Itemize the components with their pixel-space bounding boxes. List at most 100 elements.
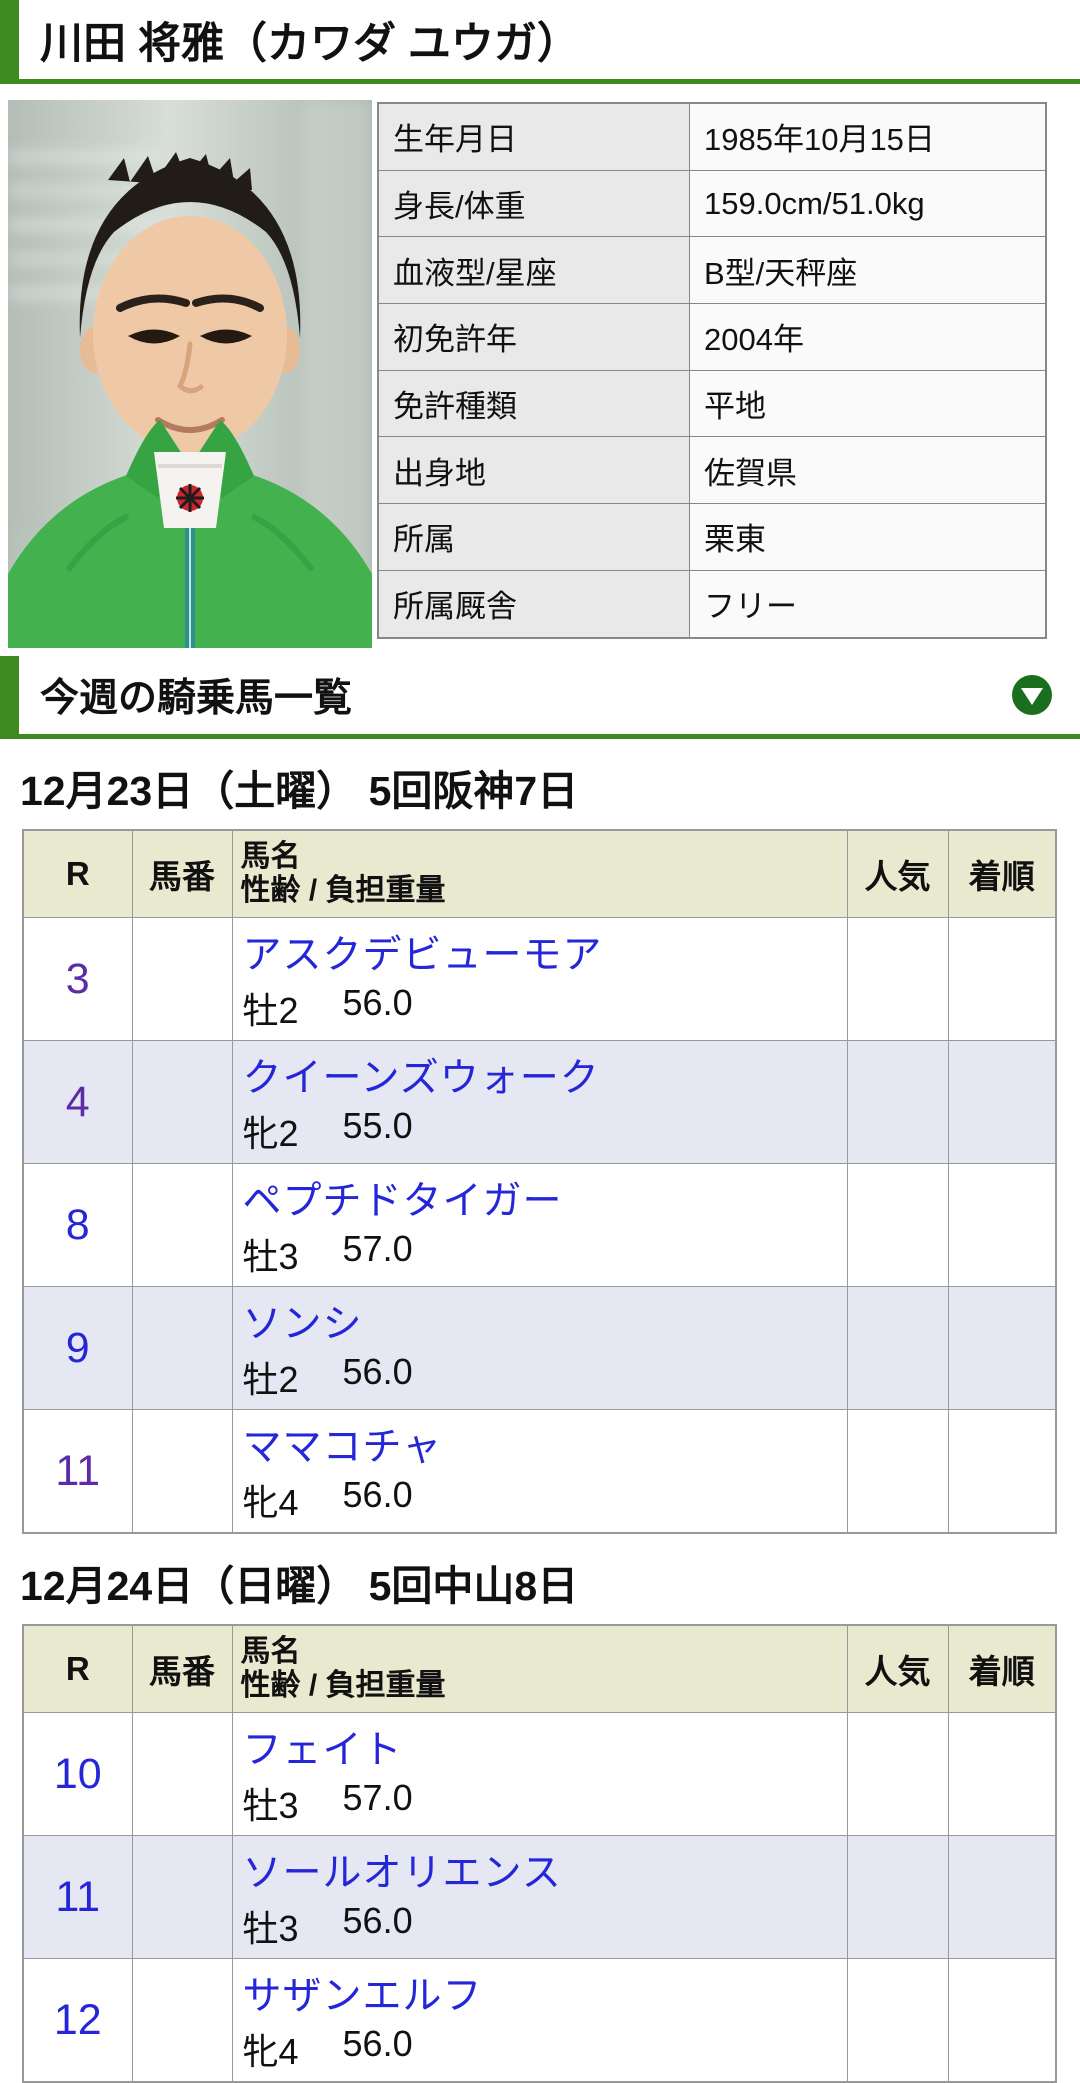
sex-age: 牡2 — [242, 990, 299, 1031]
carried-weight: 55.0 — [342, 1105, 413, 1146]
profile-label: 身長/体重 — [377, 169, 690, 238]
profile-row: 初免許年 2004年 — [377, 303, 1047, 371]
race-number-cell: 8 — [22, 1163, 133, 1287]
result-cell — [947, 1835, 1057, 1959]
popularity-cell — [846, 1286, 949, 1410]
race-table: R 馬番 馬名 性齢 / 負担重量 人気 着順 10 フェイト 牡3 57.0 11 ソールオリエンス… — [22, 1624, 1057, 2083]
race-number-link[interactable]: 11 — [55, 1446, 101, 1495]
horse-number-cell — [131, 1040, 233, 1164]
carried-weight: 56.0 — [342, 1900, 413, 1941]
race-number-cell: 9 — [22, 1286, 133, 1410]
sex-age: 牝2 — [242, 1113, 299, 1154]
race-table-header-row: R 馬番 馬名 性齢 / 負担重量 人気 着順 — [22, 1624, 1057, 1713]
profile-row: 血液型/星座 B型/天秤座 — [377, 236, 1047, 305]
column-header-popularity: 人気 — [846, 829, 949, 918]
profile-row: 生年月日 1985年10月15日 — [377, 102, 1047, 171]
profile-row: 免許種類 平地 — [377, 369, 1047, 438]
result-cell — [947, 1040, 1057, 1164]
column-header-horse-name: 馬名 性齢 / 負担重量 — [231, 829, 848, 918]
sex-age-weight: 牝2 55.0 — [243, 1105, 847, 1157]
horse-name-link[interactable]: クイーンズウォーク — [242, 1057, 600, 1100]
race-number-link[interactable]: 12 — [53, 1995, 102, 2044]
race-number-cell: 11 — [22, 1409, 133, 1534]
race-row: 11 ママコチャ 牝4 56.0 — [22, 1409, 1057, 1534]
popularity-cell — [846, 1712, 949, 1836]
race-row: 4 クイーンズウォーク 牝2 55.0 — [22, 1040, 1057, 1164]
race-number-link[interactable]: 4 — [65, 1077, 90, 1126]
sex-age: 牡3 — [242, 1908, 299, 1949]
profile-row: 所属厩舎 フリー — [377, 569, 1047, 639]
profile-label: 所属 — [377, 503, 690, 571]
column-header-horse-name-line2: 性齢 / 負担重量 — [240, 1669, 446, 1702]
race-row: 3 アスクデビューモア 牡2 56.0 — [22, 917, 1057, 1041]
carried-weight: 57.0 — [342, 1777, 413, 1818]
collapse-toggle-button[interactable] — [1012, 675, 1052, 715]
carried-weight: 56.0 — [342, 2023, 413, 2064]
race-number-link[interactable]: 8 — [65, 1200, 90, 1249]
horse-number-cell — [131, 1286, 233, 1410]
horse-name-link[interactable]: フェイト — [242, 1729, 403, 1772]
carried-weight: 56.0 — [342, 1351, 413, 1392]
horse-name-link[interactable]: アスクデビューモア — [242, 934, 603, 977]
sex-age-weight: 牡3 57.0 — [243, 1777, 847, 1829]
race-row: 11 ソールオリエンス 牡3 56.0 — [22, 1835, 1057, 1959]
profile-label: 血液型/星座 — [377, 236, 690, 305]
sex-age-weight: 牝4 56.0 — [243, 2023, 847, 2075]
horse-name-link[interactable]: ソールオリエンス — [242, 1852, 562, 1895]
horse-name-link[interactable]: ママコチャ — [242, 1426, 443, 1469]
section-header-weekly-mounts: 今週の騎乗馬一覧 — [0, 656, 1080, 739]
sex-age: 牡2 — [242, 1359, 299, 1400]
race-number-cell: 4 — [22, 1040, 133, 1164]
profile-value: 佐賀県 — [689, 436, 1047, 505]
profile-value: 159.0cm/51.0kg — [689, 169, 1047, 238]
profile-row: 所属 栗東 — [377, 503, 1047, 571]
race-number-link[interactable]: 9 — [65, 1323, 90, 1372]
collar-emblem — [176, 484, 204, 512]
profile-section: 生年月日 1985年10月15日 身長/体重 159.0cm/51.0kg 血液型/星座… — [8, 100, 1080, 648]
horse-number-cell — [131, 1163, 233, 1287]
date-title: 12月23日（土曜） 5回阪神7日 — [20, 768, 579, 814]
horse-name-link[interactable]: サザンエルフ — [242, 1975, 483, 2018]
column-header-race: R — [22, 829, 133, 918]
page-title: 川田 将雅（カワダ ユウガ） — [40, 19, 580, 68]
race-row: 8 ペプチドタイガー牡3 57.0 — [22, 1163, 1057, 1287]
race-table: R 馬番 馬名 性齢 / 負担重量 人気 着順 3 アスクデビューモア 牡2 56.0 4 クイーンズ… — [22, 829, 1057, 1534]
column-header-horse-name: 馬名 性齢 / 負担重量 — [231, 1624, 848, 1713]
profile-table-body: 生年月日 1985年10月15日 身長/体重 159.0cm/51.0kg 血液型/星座… — [377, 102, 1047, 639]
profile-row: 身長/体重 159.0cm/51.0kg — [377, 169, 1047, 238]
profile-row: 出身地 佐賀県 — [377, 436, 1047, 505]
horse-name-cell: ママコチャ 牝4 56.0 — [231, 1409, 848, 1534]
result-cell — [947, 1409, 1057, 1534]
sex-age-weight: 牡2 56.0 — [243, 1351, 847, 1403]
chevron-down-icon — [1021, 688, 1043, 705]
sex-age-weight: 牡3 57.0 — [243, 1228, 847, 1280]
horse-number-cell — [131, 1712, 233, 1836]
horse-name-link[interactable]: ソンシ — [242, 1303, 363, 1346]
sex-age: 牝4 — [242, 2031, 299, 2072]
race-number-link[interactable]: 3 — [65, 954, 90, 1003]
column-header-horse-number: 馬番 — [131, 829, 233, 918]
popularity-cell — [846, 1835, 949, 1959]
carried-weight: 56.0 — [342, 982, 413, 1023]
date-title: 12月24日（日曜） 5回中山8日 — [20, 1563, 579, 1609]
profile-value: 平地 — [689, 369, 1047, 438]
result-cell — [947, 917, 1057, 1041]
section-title: 今週の騎乗馬一覧 — [40, 677, 353, 720]
race-number-link[interactable]: 11 — [55, 1872, 101, 1921]
result-cell — [947, 1286, 1057, 1410]
carried-weight: 56.0 — [342, 1474, 413, 1515]
column-header-horse-name-line1: 馬名 — [240, 1634, 301, 1668]
popularity-cell — [846, 1958, 949, 2083]
race-number-link[interactable]: 10 — [53, 1749, 102, 1798]
horse-name-link[interactable]: ペプチドタイガー — [242, 1180, 563, 1223]
popularity-cell — [846, 917, 949, 1041]
race-days-container: 12月23日（土曜） 5回阪神7日 R 馬番 馬名 性齢 / 負担重量 人気 着順 3 アスクデ… — [0, 757, 1080, 2083]
horse-number-cell — [131, 1409, 233, 1534]
profile-table: 生年月日 1985年10月15日 身長/体重 159.0cm/51.0kg 血液型/星座… — [377, 102, 1047, 639]
horse-name-cell: クイーンズウォーク 牝2 55.0 — [231, 1040, 848, 1164]
horse-number-cell — [131, 1835, 233, 1959]
popularity-cell — [846, 1040, 949, 1164]
horse-name-cell: サザンエルフ 牝4 56.0 — [231, 1958, 848, 2083]
sex-age-weight: 牡2 56.0 — [243, 982, 847, 1034]
horse-name-cell: アスクデビューモア 牡2 56.0 — [231, 917, 848, 1041]
